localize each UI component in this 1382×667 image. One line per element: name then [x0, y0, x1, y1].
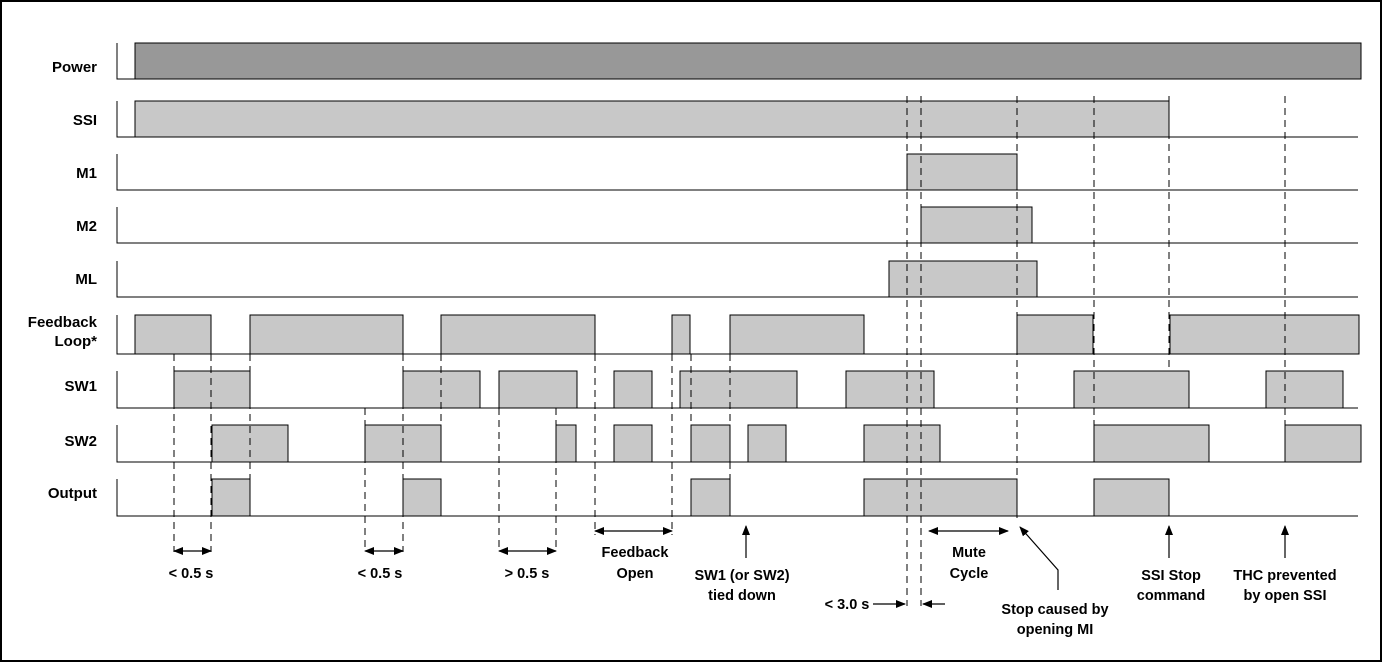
- feedback-pulse: [671, 314, 691, 355]
- label-m1: M1: [76, 165, 97, 182]
- sw1-pulse: [845, 370, 935, 409]
- power-pulse: [134, 42, 1362, 80]
- label-ml: ML: [75, 271, 97, 288]
- annotation-mute-2: Cycle: [950, 566, 989, 582]
- m2-pulse: [920, 206, 1033, 244]
- sw1-pulse: [1265, 370, 1344, 409]
- sw2-pulse: [863, 424, 941, 463]
- trace-ml: [116, 260, 1358, 298]
- annotation-gt05: > 0.5 s: [505, 566, 550, 582]
- label-m2: M2: [76, 218, 97, 235]
- annotation-stop-mi-2: opening MI: [1017, 622, 1094, 638]
- sw1-pulse: [173, 370, 251, 409]
- annotation-lt05-a: < 0.5 s: [169, 566, 214, 582]
- label-ssi: SSI: [73, 112, 97, 129]
- annotation-lt05-b: < 0.5 s: [358, 566, 403, 582]
- trace-m1: [116, 153, 1358, 191]
- sw1-pulse: [498, 370, 578, 409]
- trace-output: [116, 478, 1358, 517]
- sw2-pulse: [555, 424, 577, 463]
- annotation-thc-1: THC prevented: [1233, 568, 1336, 584]
- annotation-feedback-open-2: Open: [616, 566, 653, 582]
- feedback-pulse: [1016, 314, 1094, 355]
- annotation-sw-tied-1: SW1 (or SW2): [694, 568, 789, 584]
- ml-pulse: [888, 260, 1038, 298]
- trace-feedback: [116, 314, 1360, 355]
- annotation-lt30: < 3.0 s: [825, 597, 870, 613]
- sw2-pulse: [747, 424, 787, 463]
- sw2-pulse: [1093, 424, 1210, 463]
- annotation-thc-2: by open SSI: [1244, 588, 1327, 604]
- feedback-pulse: [1169, 314, 1360, 355]
- trace-power: [116, 42, 1362, 80]
- annotation-sw-tied-2: tied down: [708, 588, 776, 604]
- timing-guides: [173, 96, 1286, 606]
- sw1-pulse: [402, 370, 481, 409]
- pointer-arrow: [1019, 526, 1059, 590]
- output-pulse: [211, 478, 251, 517]
- feedback-pulse: [440, 314, 596, 355]
- label-output: Output: [48, 485, 97, 502]
- label-sw2: SW2: [64, 433, 97, 450]
- annotation-feedback-open-1: Feedback: [602, 545, 670, 561]
- annotation-ssi-stop-2: command: [1137, 588, 1206, 604]
- annotation-mute-1: Mute: [952, 545, 986, 561]
- label-power: Power: [52, 59, 97, 76]
- feedback-pulse: [134, 314, 212, 355]
- sw2-pulse: [613, 424, 653, 463]
- sw2-pulse: [1284, 424, 1362, 463]
- output-pulse: [863, 478, 1018, 517]
- trace-sw2: [116, 424, 1362, 463]
- sw1-pulse: [613, 370, 653, 409]
- dimension-arrows: [173, 525, 1289, 608]
- label-sw1: SW1: [64, 378, 97, 395]
- trace-sw1: [116, 370, 1358, 409]
- feedback-pulse: [729, 314, 865, 355]
- output-pulse: [690, 478, 731, 517]
- label-feedback-line1: Feedback: [28, 314, 98, 331]
- output-pulse: [1093, 478, 1170, 517]
- sw1-pulse: [679, 370, 798, 409]
- m1-pulse: [906, 153, 1018, 191]
- annotation-ssi-stop-1: SSI Stop: [1141, 568, 1201, 584]
- trace-m2: [116, 206, 1358, 244]
- trace-ssi: [116, 100, 1358, 138]
- annotation-stop-mi-1: Stop caused by: [1001, 602, 1108, 618]
- output-pulse: [402, 478, 442, 517]
- feedback-pulse: [249, 314, 404, 355]
- label-feedback-line2: Loop*: [55, 333, 98, 350]
- ssi-pulse: [134, 100, 1170, 138]
- sw2-pulse: [690, 424, 731, 463]
- sw1-pulse: [1073, 370, 1190, 409]
